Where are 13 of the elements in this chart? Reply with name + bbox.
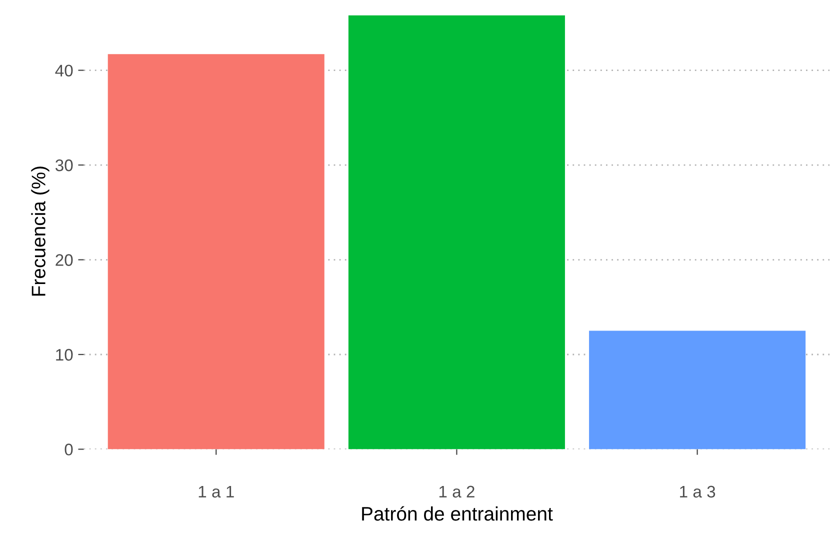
y-tick-label: 0 (64, 444, 73, 456)
y-tick-label: 10 (56, 348, 73, 361)
bar (589, 330, 806, 450)
y-tick-label: 30 (55, 159, 73, 172)
x-axis-title: Patrón de entrainment (362, 506, 553, 521)
x-tick-label: 1 a 3 (680, 486, 716, 498)
y-tick-label: 20 (56, 254, 73, 266)
x-tick-label: 1 a 2 (439, 486, 474, 498)
x-tick-label: 1 a 1 (198, 486, 234, 498)
bar (348, 15, 565, 450)
y-tick-label: 40 (55, 64, 73, 76)
y-axis-title: Frecuencia (%) (31, 166, 50, 296)
bar (108, 54, 324, 450)
